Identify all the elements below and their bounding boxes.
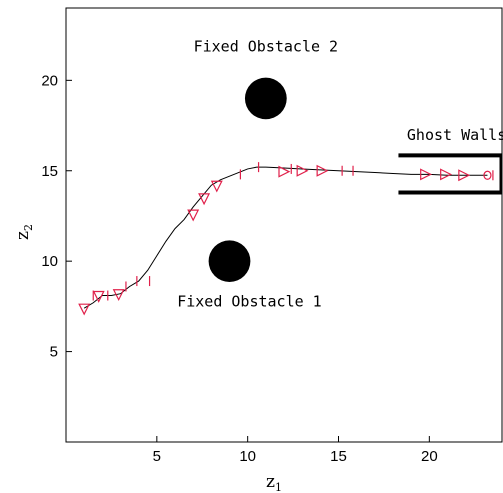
y-axis-label: z2 [13, 224, 35, 240]
end-marker [483, 170, 492, 180]
y-axis-label-sub: 2 [22, 224, 35, 231]
annotation-label: Fixed Obstacle 2 [194, 37, 339, 55]
obstacle-disk [208, 240, 251, 282]
triangle-marker [112, 289, 125, 302]
x-tick-label: 10 [239, 448, 256, 465]
annotation-label: Ghost Walls [407, 126, 503, 144]
x-tick-label: 20 [421, 448, 438, 465]
obstacles [208, 77, 287, 282]
y-tick-label: 10 [41, 253, 58, 270]
y-tick-label: 15 [41, 163, 58, 180]
triangle-marker [440, 168, 453, 181]
triangle-marker [210, 180, 223, 193]
trajectory-path [83, 166, 488, 309]
x-axis-label-sub: 1 [275, 481, 282, 493]
triangle-marker [187, 209, 200, 222]
triangle-marker [278, 165, 291, 178]
annotation-label: Fixed Obstacle 1 [177, 292, 322, 310]
y-axis-label-main: z [13, 231, 33, 240]
x-axis-label-main: z [266, 472, 275, 492]
trajectory-markers [78, 162, 494, 316]
x-tick-label: 15 [330, 448, 347, 465]
y-tick-label: 20 [41, 72, 58, 89]
x-tick-label: 5 [153, 448, 161, 465]
obstacle-disk [244, 77, 287, 120]
triangle-marker [458, 169, 471, 182]
y-tick-label: 5 [50, 344, 58, 361]
axis-ticks: 5 10 15 20 5 10 15 20 [41, 72, 437, 465]
triangle-marker [316, 164, 329, 177]
ghost-walls [398, 153, 503, 195]
triangle-marker [296, 164, 309, 177]
triangle-marker [198, 193, 211, 206]
triangle-marker [78, 303, 91, 316]
triangle-marker [92, 290, 105, 303]
x-axis-label: z1 [266, 472, 282, 493]
triangle-marker [420, 168, 433, 181]
annotations: Fixed Obstacle 2 Fixed Obstacle 1 Ghost Wa… [177, 37, 503, 310]
plot-frame [65, 7, 503, 443]
